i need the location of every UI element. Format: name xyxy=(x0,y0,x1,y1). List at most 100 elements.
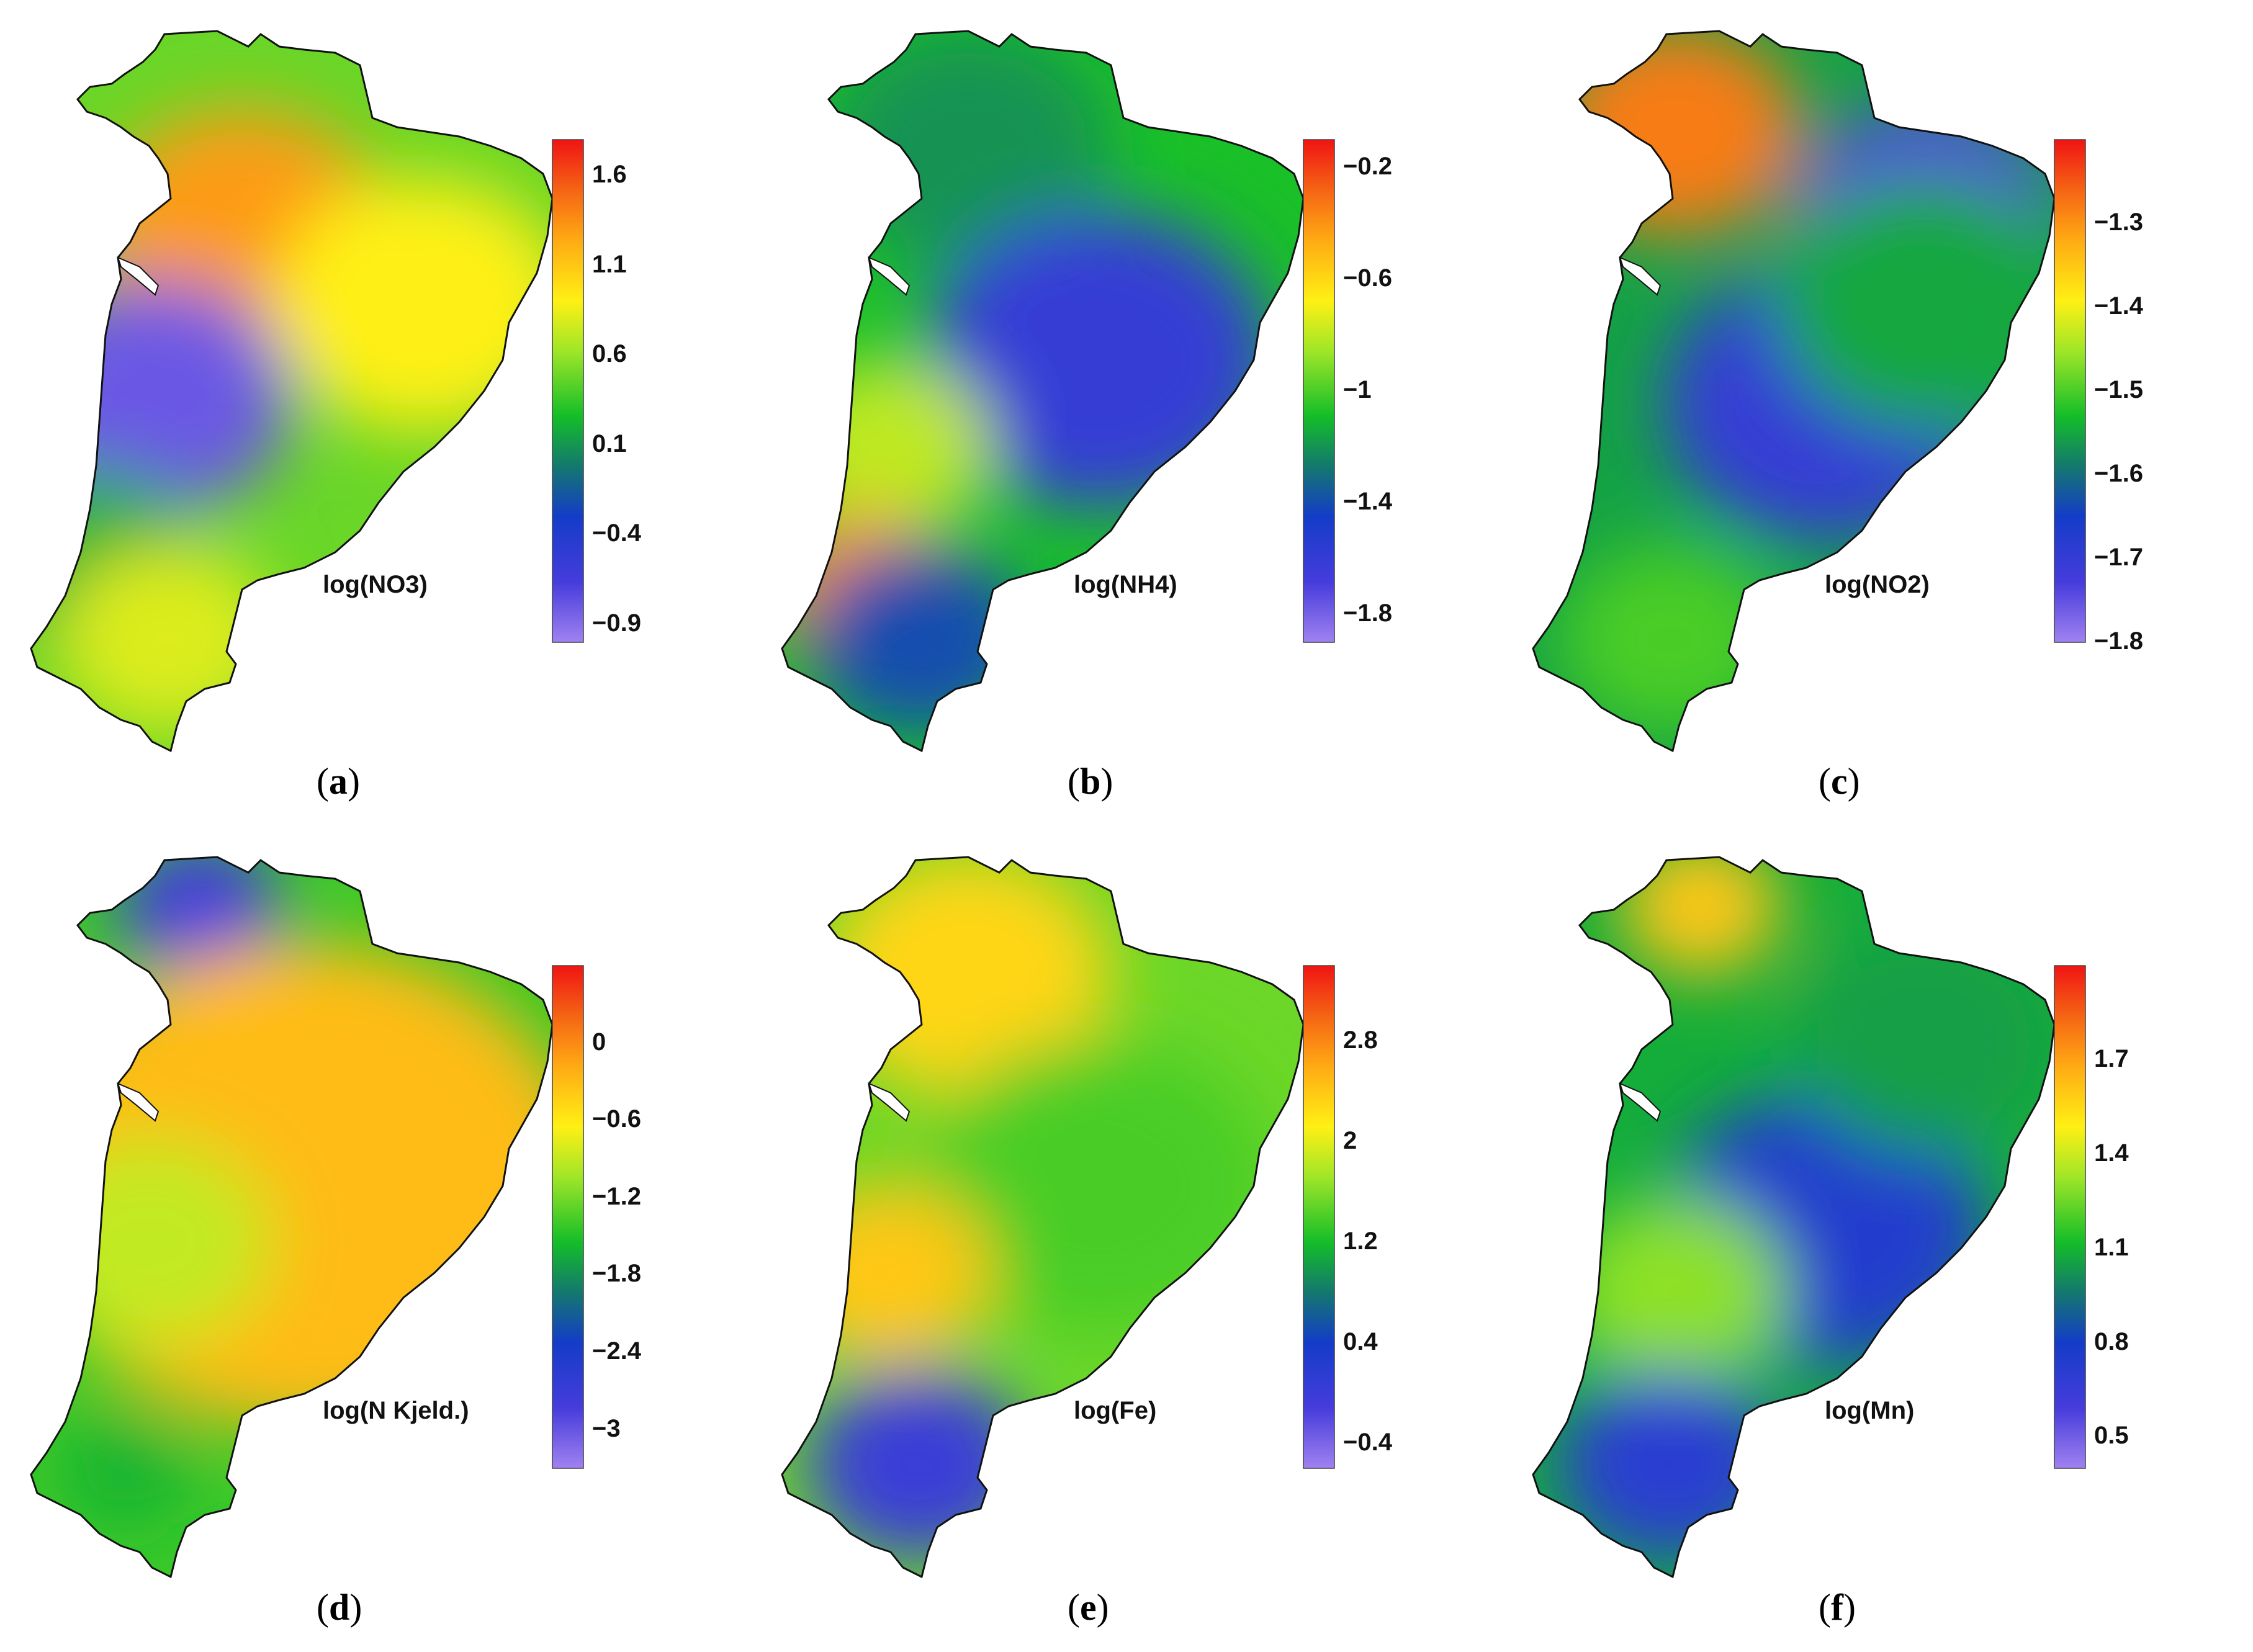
colorbar-tick-label: −1.8 xyxy=(2094,627,2143,655)
zone-west-coast xyxy=(782,357,993,537)
colorbar-b xyxy=(1303,139,1335,643)
colorbar-tick-label: 2 xyxy=(1343,1126,1357,1154)
map-region-f xyxy=(1532,856,2056,1579)
map-border-a xyxy=(30,30,554,753)
map-region-c xyxy=(1532,30,2056,753)
colorbar-d xyxy=(552,965,584,1469)
zone-west-coast xyxy=(782,1183,993,1363)
zone-north-tip xyxy=(1620,857,1781,976)
colorbar-tick-label: −1 xyxy=(1343,376,1372,403)
zone-center-east xyxy=(925,1038,1272,1334)
map-canvas-a xyxy=(30,30,584,753)
colorbar-e xyxy=(1303,965,1335,1469)
colorbar-a xyxy=(552,139,584,643)
colorbar-f xyxy=(2054,965,2086,1469)
map-canvas-f xyxy=(1532,856,2086,1579)
map-canvas-b xyxy=(781,30,1335,753)
variable-label: log(N Kjeld.) xyxy=(323,1397,469,1424)
colorbar-tick-label: 0 xyxy=(592,1028,606,1056)
colorbar-tick-label: −1.2 xyxy=(592,1182,641,1210)
panel-caption-letter: f xyxy=(1830,1587,1843,1628)
map-region-e xyxy=(781,856,1305,1579)
colorbar-tick-label: 0.5 xyxy=(2094,1422,2129,1450)
panel-caption-letter: e xyxy=(1079,1587,1097,1628)
zone-southwest-spot xyxy=(56,1413,192,1530)
variable-label: log(NH4) xyxy=(1074,571,1177,598)
map-panel-e: 2.8 2 1.2 0.4 −0.4 log(Fe) (e) xyxy=(751,826,1502,1652)
panel-caption-letter: b xyxy=(1079,761,1101,802)
zone-south xyxy=(1558,544,1781,734)
colorbar-tick-label: −0.6 xyxy=(592,1105,641,1133)
map-canvas-c xyxy=(1532,30,2086,753)
panel-caption: (a) xyxy=(317,761,360,802)
colorbar-tick-label: −0.2 xyxy=(1343,153,1392,180)
map-panel-a: 1.6 1.1 0.6 0.1 −0.4 −0.9 log(NO3) (a) xyxy=(0,0,751,826)
colorbar-tick-label: −0.4 xyxy=(592,519,641,547)
colorbar-tick-label: 0.6 xyxy=(592,340,627,368)
colorbar-tick-label: 1.1 xyxy=(2094,1233,2129,1261)
estuary-d xyxy=(117,1082,160,1122)
colorbar-tick-label: −0.6 xyxy=(1343,264,1392,292)
colorbar-tick-label: −1.4 xyxy=(2094,292,2143,320)
variable-label: log(Fe) xyxy=(1074,1397,1157,1424)
map-panel-f: 1.7 1.4 1.1 0.8 0.5 log(Mn) (f) xyxy=(1502,826,2253,1652)
colorbar-tick-label: −2.4 xyxy=(592,1337,641,1365)
estuary-f xyxy=(1619,1082,1662,1122)
zone-east xyxy=(273,177,552,431)
map-panel-c: −1.3 −1.4 −1.5 −1.6 −1.7 −1.8 log(NO2) (c) xyxy=(1502,0,2253,826)
estuary-b xyxy=(868,256,911,296)
map-canvas-e xyxy=(781,856,1335,1579)
zone-south xyxy=(807,1370,1030,1560)
map-border-e xyxy=(781,856,1305,1579)
estuary-e xyxy=(868,1082,911,1122)
panel-caption-letter: d xyxy=(328,1587,350,1628)
map-region-d xyxy=(30,856,554,1579)
colorbar-tick-label: 1.7 xyxy=(2094,1044,2129,1072)
colorbar-tick-label: 0.4 xyxy=(1343,1327,1378,1355)
colorbar-tick-label: 2.8 xyxy=(1343,1026,1378,1054)
colorbar-tick-label: −1.3 xyxy=(2094,209,2143,236)
panel-caption: (c) xyxy=(1819,761,1860,802)
variable-label: log(NO2) xyxy=(1825,571,1930,598)
zone-west xyxy=(31,1136,273,1347)
panel-caption: (b) xyxy=(1068,761,1113,802)
estuary-c xyxy=(1619,256,1662,296)
map-border-b xyxy=(781,30,1305,753)
colorbar-tick-label: −1.7 xyxy=(2094,544,2143,571)
map-region-a xyxy=(30,30,554,753)
panel-caption: (f) xyxy=(1819,1587,1856,1628)
colorbar-tick-label: 1.6 xyxy=(592,160,627,188)
map-panel-b: −0.2 −0.6 −1 −1.4 −1.8 log(NH4) (b) xyxy=(751,0,1502,826)
map-border-d xyxy=(30,856,554,1579)
zone-center-east xyxy=(925,212,1272,508)
zone-south xyxy=(56,544,279,734)
colorbar-tick-label: −0.9 xyxy=(592,609,641,637)
colorbar-tick-label: −1.4 xyxy=(1343,488,1392,515)
map-canvas-d xyxy=(30,856,584,1579)
colorbar-c xyxy=(2054,139,2086,643)
map-panel-d: 0 −0.6 −1.2 −1.8 −2.4 −3 log(N Kjeld.) (d) xyxy=(0,826,751,1652)
colorbar-tick-label: −1.5 xyxy=(2094,376,2143,403)
colorbar-tick-label: 1.1 xyxy=(592,250,627,278)
colorbar-tick-label: 1.4 xyxy=(2094,1139,2129,1167)
variable-label: log(Mn) xyxy=(1825,1397,1915,1424)
zone-northeast xyxy=(1794,932,2054,1154)
panel-caption: (e) xyxy=(1068,1587,1109,1628)
map-border-f xyxy=(1532,856,2056,1579)
colorbar-tick-label: 0.1 xyxy=(592,429,627,457)
map-region-b xyxy=(781,30,1305,753)
zone-west-coast-center xyxy=(31,281,292,513)
variable-label: log(NO3) xyxy=(323,571,428,598)
panel-caption: (d) xyxy=(317,1587,362,1628)
zone-northwest xyxy=(1552,31,1800,236)
colorbar-tick-label: 0.8 xyxy=(2094,1327,2129,1355)
zone-north-tip xyxy=(118,857,279,976)
panel-caption-letter: a xyxy=(328,761,348,802)
zone-west-center xyxy=(1564,1196,1788,1386)
colorbar-tick-label: 1.2 xyxy=(1343,1227,1378,1255)
colorbar-tick-label: −1.6 xyxy=(2094,460,2143,487)
zone-east xyxy=(1775,177,2054,431)
zone-south xyxy=(807,544,1030,734)
colorbar-tick-label: −3 xyxy=(592,1414,621,1442)
